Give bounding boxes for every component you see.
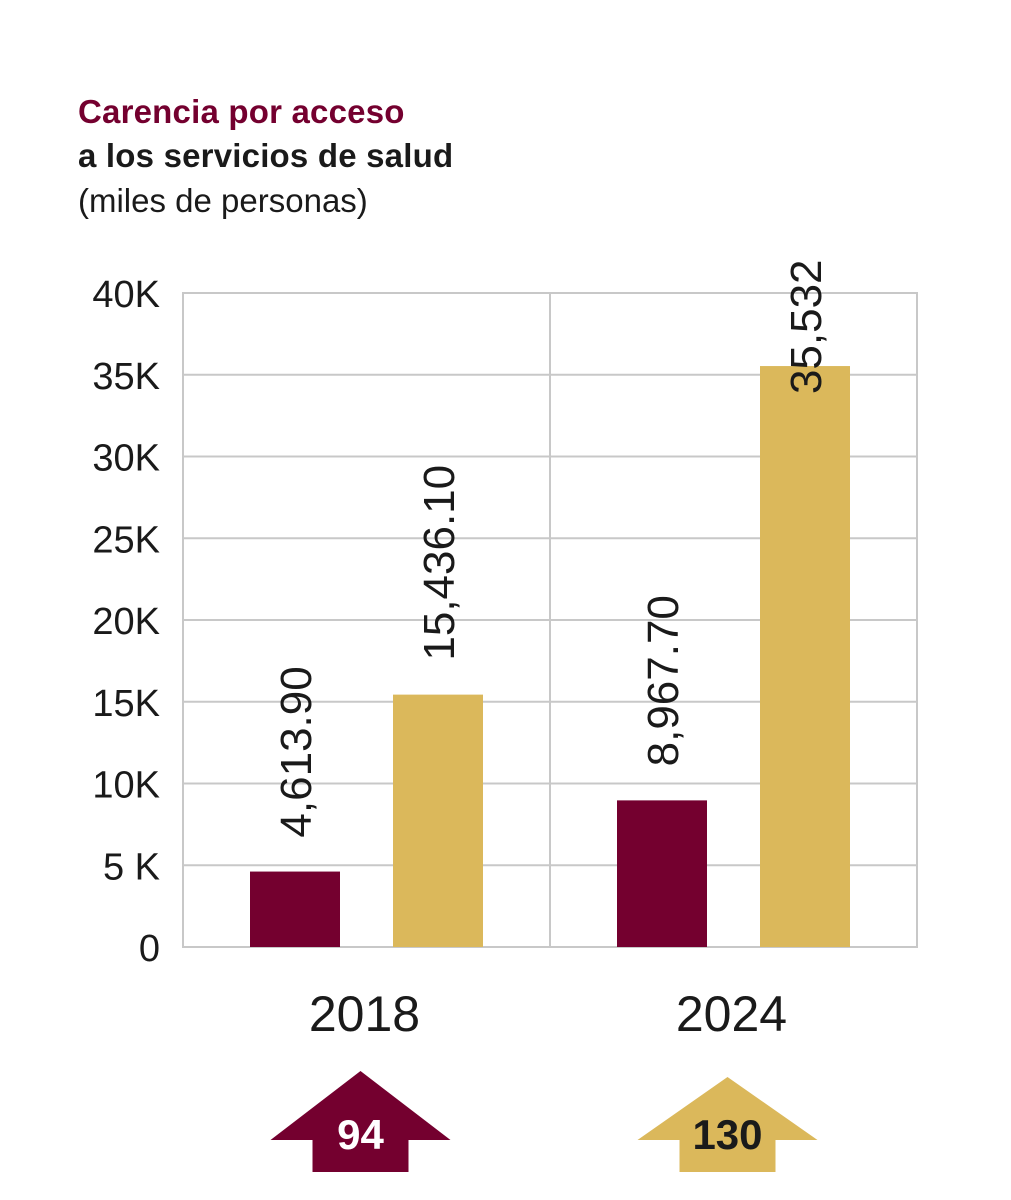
title-line-3: (miles de personas) (78, 182, 368, 219)
title-line-2: a los servicios de salud (78, 137, 454, 174)
bar (617, 800, 707, 947)
y-tick-label: 30K (92, 438, 160, 480)
data-label: 8,967.70 (639, 595, 688, 766)
y-tick-label: 15K (92, 683, 160, 725)
title-line-1: Carencia por acceso (78, 93, 405, 130)
bar (393, 694, 483, 947)
chart-title: Carencia por acceso a los servicios de s… (78, 90, 453, 224)
y-tick-label: 25K (92, 519, 160, 561)
y-tick-label: 5 K (103, 846, 160, 888)
data-label: 4,613.90 (272, 666, 321, 837)
arrow-up-icon (270, 1071, 451, 1172)
bar (760, 366, 850, 948)
badge-value: 94 (337, 1111, 384, 1158)
y-tick-label: 10K (92, 765, 160, 807)
badge-value: 130 (692, 1111, 762, 1158)
bar (250, 871, 340, 947)
x-category-label: 2018 (309, 986, 420, 1042)
x-category-label: 2024 (676, 986, 787, 1042)
y-tick-label: 35K (92, 356, 160, 398)
y-tick-label: 0 (139, 928, 160, 970)
data-label: 35,532 (782, 259, 831, 394)
y-tick-label: 40K (92, 274, 160, 316)
arrow-up-icon (637, 1077, 818, 1172)
data-label: 15,436.10 (415, 465, 464, 661)
y-tick-label: 20K (92, 601, 160, 643)
